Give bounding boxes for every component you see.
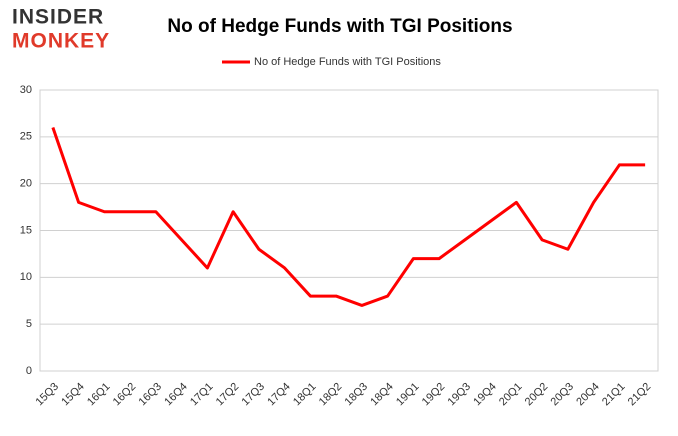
x-tick-label: 19Q1 xyxy=(394,381,422,409)
legend-label: No of Hedge Funds with TGI Positions xyxy=(254,56,441,68)
x-tick-label: 19Q4 xyxy=(471,381,499,409)
x-tick-label: 21Q1 xyxy=(600,381,628,409)
x-tick-label: 17Q4 xyxy=(265,381,293,409)
x-tick-label: 19Q2 xyxy=(420,381,448,409)
logo-line2: MONKEY xyxy=(12,30,110,53)
y-tick-label: 25 xyxy=(20,131,32,143)
x-tick-label: 16Q4 xyxy=(162,381,190,409)
x-tick-label: 16Q3 xyxy=(137,381,165,409)
x-tick-label: 19Q3 xyxy=(446,381,474,409)
x-tick-label: 15Q4 xyxy=(59,381,87,409)
y-tick-label: 30 xyxy=(20,84,32,96)
x-tick-label: 18Q2 xyxy=(317,381,345,409)
x-tick-label: 18Q1 xyxy=(291,381,319,409)
x-tick-label: 16Q2 xyxy=(111,381,139,409)
x-tick-label: 17Q1 xyxy=(188,381,216,409)
x-tick-label: 16Q1 xyxy=(85,381,113,409)
logo-line1: INSIDER xyxy=(12,6,104,29)
line xyxy=(51,126,646,307)
x-tick-label: 18Q4 xyxy=(368,381,396,409)
x-tick-label: 20Q1 xyxy=(497,381,525,409)
y-tick-label: 15 xyxy=(20,224,32,236)
x-tick-label: 15Q3 xyxy=(34,381,62,409)
x-tick-label: 20Q3 xyxy=(549,381,577,409)
y-tick-label: 0 xyxy=(26,365,32,377)
x-tick-label: 18Q3 xyxy=(343,381,371,409)
chart-title: No of Hedge Funds with TGI Positions xyxy=(167,16,512,37)
x-tick-label: 17Q3 xyxy=(240,381,268,409)
x-tick-label: 21Q2 xyxy=(626,381,654,409)
x-tick-label: 20Q4 xyxy=(574,381,602,409)
y-tick-label: 20 xyxy=(20,178,32,190)
x-tick-label: 20Q2 xyxy=(523,381,551,409)
y-tick-label: 10 xyxy=(20,271,32,283)
y-tick-label: 5 xyxy=(26,318,32,330)
x-tick-label: 17Q2 xyxy=(214,381,242,409)
